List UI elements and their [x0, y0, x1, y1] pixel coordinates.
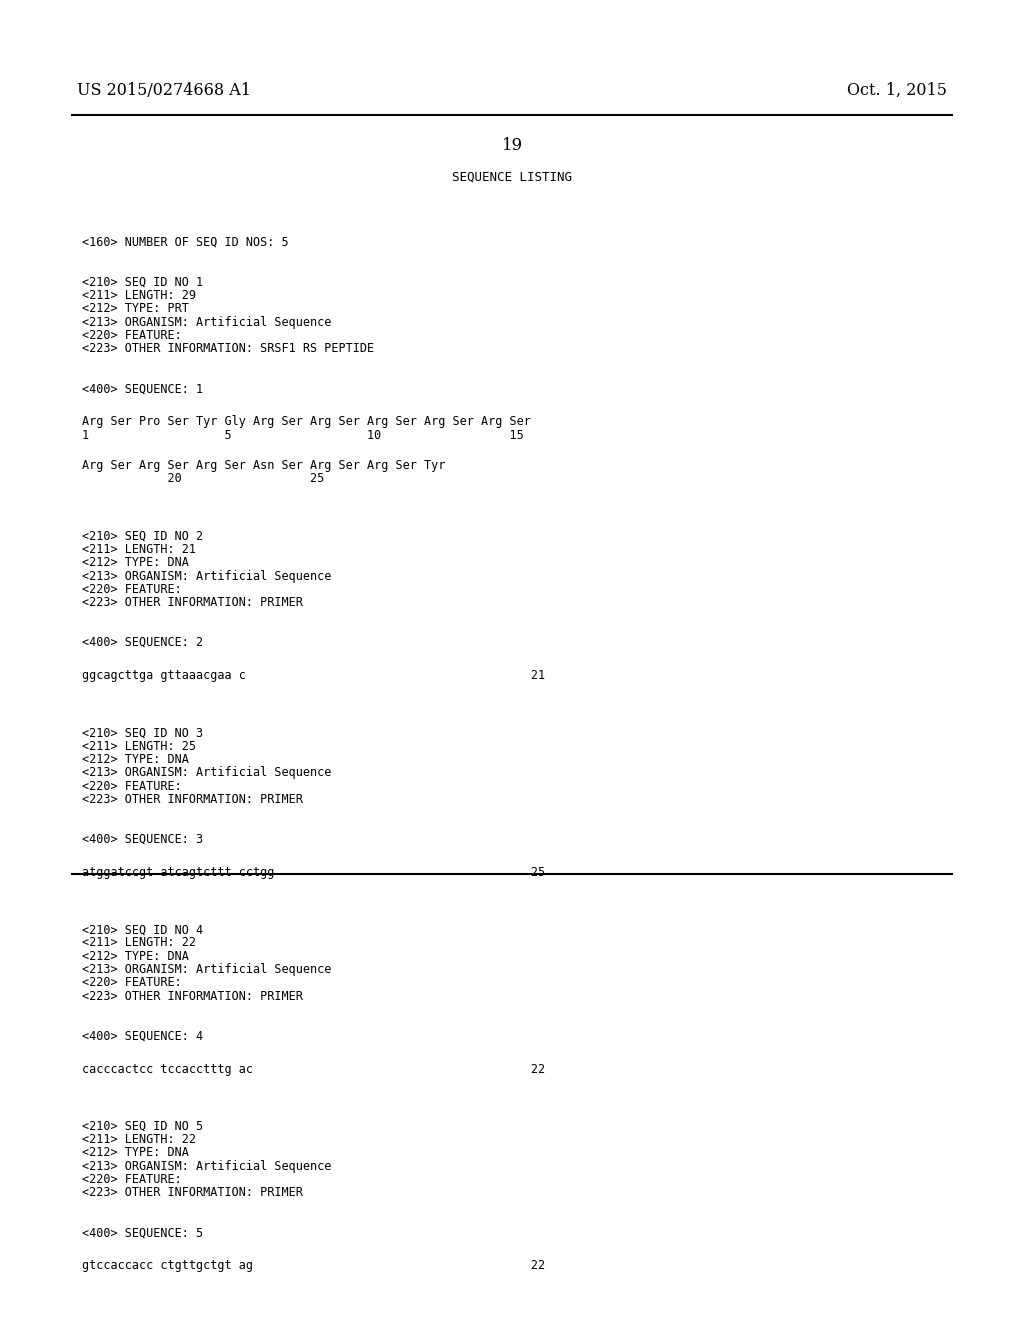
Text: <400> SEQUENCE: 3: <400> SEQUENCE: 3: [82, 833, 203, 846]
Text: <210> SEQ ID NO 2: <210> SEQ ID NO 2: [82, 529, 203, 543]
Text: <223> OTHER INFORMATION: PRIMER: <223> OTHER INFORMATION: PRIMER: [82, 990, 303, 1003]
Text: US 2015/0274668 A1: US 2015/0274668 A1: [77, 82, 251, 99]
Text: <220> FEATURE:: <220> FEATURE:: [82, 780, 181, 792]
Text: Arg Ser Arg Ser Arg Ser Asn Ser Arg Ser Arg Ser Tyr: Arg Ser Arg Ser Arg Ser Asn Ser Arg Ser …: [82, 459, 445, 473]
Text: <213> ORGANISM: Artificial Sequence: <213> ORGANISM: Artificial Sequence: [82, 315, 332, 329]
Text: <210> SEQ ID NO 5: <210> SEQ ID NO 5: [82, 1119, 203, 1133]
Text: <220> FEATURE:: <220> FEATURE:: [82, 583, 181, 595]
Text: <212> TYPE: DNA: <212> TYPE: DNA: [82, 752, 188, 766]
Text: <220> FEATURE:: <220> FEATURE:: [82, 977, 181, 989]
Text: 19: 19: [502, 137, 522, 154]
Text: <212> TYPE: DNA: <212> TYPE: DNA: [82, 1147, 188, 1159]
Text: <210> SEQ ID NO 3: <210> SEQ ID NO 3: [82, 726, 203, 739]
Text: <160> NUMBER OF SEQ ID NOS: 5: <160> NUMBER OF SEQ ID NOS: 5: [82, 236, 289, 249]
Text: <220> FEATURE:: <220> FEATURE:: [82, 1173, 181, 1187]
Text: <220> FEATURE:: <220> FEATURE:: [82, 329, 181, 342]
Text: <212> TYPE: DNA: <212> TYPE: DNA: [82, 949, 188, 962]
Text: SEQUENCE LISTING: SEQUENCE LISTING: [452, 170, 572, 183]
Text: ggcagcttga gttaaacgaa c                                        21: ggcagcttga gttaaacgaa c 21: [82, 669, 545, 682]
Text: <211> LENGTH: 22: <211> LENGTH: 22: [82, 936, 196, 949]
Text: 20                  25: 20 25: [82, 473, 325, 486]
Text: <223> OTHER INFORMATION: SRSF1 RS PEPTIDE: <223> OTHER INFORMATION: SRSF1 RS PEPTID…: [82, 342, 374, 355]
Text: <211> LENGTH: 21: <211> LENGTH: 21: [82, 543, 196, 556]
Text: <400> SEQUENCE: 4: <400> SEQUENCE: 4: [82, 1030, 203, 1043]
Text: <223> OTHER INFORMATION: PRIMER: <223> OTHER INFORMATION: PRIMER: [82, 1187, 303, 1200]
Text: <400> SEQUENCE: 2: <400> SEQUENCE: 2: [82, 636, 203, 649]
Text: <213> ORGANISM: Artificial Sequence: <213> ORGANISM: Artificial Sequence: [82, 964, 332, 975]
Text: 1                   5                   10                  15: 1 5 10 15: [82, 429, 523, 442]
Text: <211> LENGTH: 25: <211> LENGTH: 25: [82, 739, 196, 752]
Text: <400> SEQUENCE: 5: <400> SEQUENCE: 5: [82, 1226, 203, 1239]
Text: <213> ORGANISM: Artificial Sequence: <213> ORGANISM: Artificial Sequence: [82, 767, 332, 779]
Text: <213> ORGANISM: Artificial Sequence: <213> ORGANISM: Artificial Sequence: [82, 1160, 332, 1172]
Text: <210> SEQ ID NO 4: <210> SEQ ID NO 4: [82, 923, 203, 936]
Text: <211> LENGTH: 29: <211> LENGTH: 29: [82, 289, 196, 302]
Text: cacccactcc tccacctttg ac                                       22: cacccactcc tccacctttg ac 22: [82, 1063, 545, 1076]
Text: Arg Ser Pro Ser Tyr Gly Arg Ser Arg Ser Arg Ser Arg Ser Arg Ser: Arg Ser Pro Ser Tyr Gly Arg Ser Arg Ser …: [82, 416, 530, 428]
Text: gtccaccacc ctgttgctgt ag                                       22: gtccaccacc ctgttgctgt ag 22: [82, 1259, 545, 1272]
Text: <212> TYPE: DNA: <212> TYPE: DNA: [82, 556, 188, 569]
Text: atggatccgt atcagtcttt cctgg                                    25: atggatccgt atcagtcttt cctgg 25: [82, 866, 545, 879]
Text: <223> OTHER INFORMATION: PRIMER: <223> OTHER INFORMATION: PRIMER: [82, 793, 303, 807]
Text: <223> OTHER INFORMATION: PRIMER: <223> OTHER INFORMATION: PRIMER: [82, 597, 303, 609]
Text: <211> LENGTH: 22: <211> LENGTH: 22: [82, 1133, 196, 1146]
Text: <210> SEQ ID NO 1: <210> SEQ ID NO 1: [82, 276, 203, 289]
Text: <213> ORGANISM: Artificial Sequence: <213> ORGANISM: Artificial Sequence: [82, 569, 332, 582]
Text: <212> TYPE: PRT: <212> TYPE: PRT: [82, 302, 188, 315]
Text: <400> SEQUENCE: 1: <400> SEQUENCE: 1: [82, 381, 203, 395]
Text: Oct. 1, 2015: Oct. 1, 2015: [847, 82, 947, 99]
